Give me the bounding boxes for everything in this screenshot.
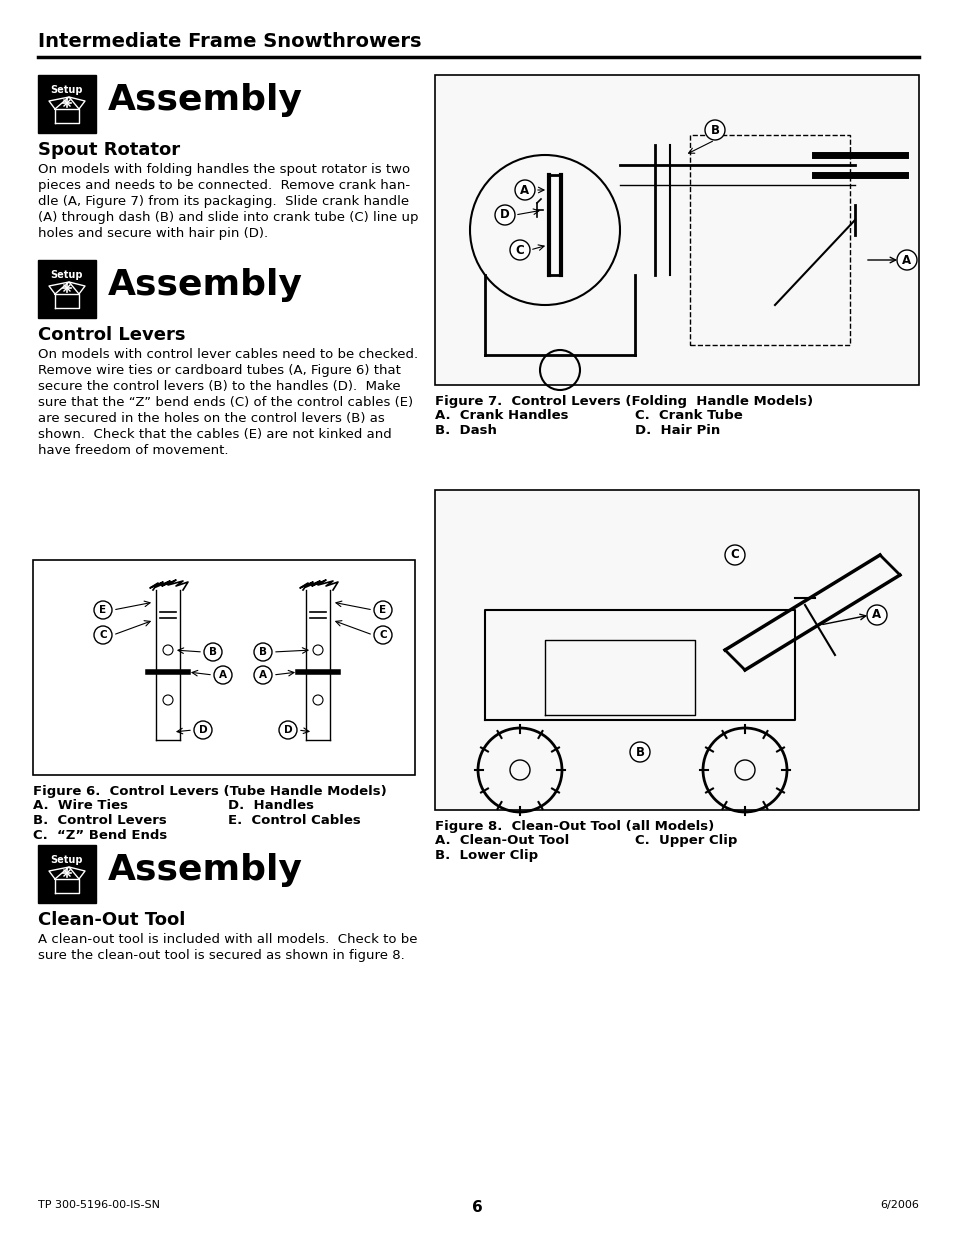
Text: Setup: Setup (51, 85, 83, 95)
Circle shape (94, 601, 112, 619)
Text: Figure 8.  Clean-Out Tool (all Models): Figure 8. Clean-Out Tool (all Models) (435, 820, 714, 832)
Text: A.  Crank Handles: A. Crank Handles (435, 409, 568, 422)
Circle shape (374, 601, 392, 619)
Text: 6/2006: 6/2006 (880, 1200, 918, 1210)
Text: Assembly: Assembly (108, 83, 302, 117)
Text: On models with control lever cables need to be checked.: On models with control lever cables need… (38, 348, 417, 361)
Text: C.  Upper Clip: C. Upper Clip (635, 834, 737, 847)
Circle shape (866, 605, 886, 625)
Text: have freedom of movement.: have freedom of movement. (38, 445, 229, 457)
Text: Intermediate Frame Snowthrowers: Intermediate Frame Snowthrowers (38, 32, 421, 51)
Text: Assembly: Assembly (108, 853, 302, 887)
Text: sure that the “Z” bend ends (C) of the control cables (E): sure that the “Z” bend ends (C) of the c… (38, 396, 413, 409)
Text: A.  Wire Ties: A. Wire Ties (33, 799, 128, 811)
Text: are secured in the holes on the control levers (B) as: are secured in the holes on the control … (38, 412, 384, 425)
Text: Control Levers: Control Levers (38, 326, 185, 345)
Text: Assembly: Assembly (108, 268, 302, 303)
Bar (435, 490, 918, 810)
Text: holes and secure with hair pin (D).: holes and secure with hair pin (D). (38, 227, 268, 240)
Text: E.  Control Cables: E. Control Cables (228, 814, 360, 827)
Text: C: C (99, 630, 107, 640)
Text: Clean-Out Tool: Clean-Out Tool (38, 911, 185, 929)
Bar (38, 75, 96, 133)
Text: secure the control levers (B) to the handles (D).  Make: secure the control levers (B) to the han… (38, 380, 400, 393)
Circle shape (213, 666, 232, 684)
Text: E: E (99, 605, 107, 615)
Text: A: A (520, 184, 529, 196)
Text: Figure 7.  Control Levers (Folding  Handle Models): Figure 7. Control Levers (Folding Handle… (435, 395, 812, 408)
Text: Remove wire ties or cardboard tubes (A, Figure 6) that: Remove wire ties or cardboard tubes (A, … (38, 364, 400, 377)
Bar (435, 75, 918, 385)
Text: sure the clean-out tool is secured as shown in figure 8.: sure the clean-out tool is secured as sh… (38, 948, 404, 962)
Text: A.  Clean-Out Tool: A. Clean-Out Tool (435, 834, 569, 847)
Text: Figure 6.  Control Levers (Tube Handle Models): Figure 6. Control Levers (Tube Handle Mo… (33, 785, 386, 798)
Bar (38, 261, 96, 317)
Text: D.  Hair Pin: D. Hair Pin (635, 424, 720, 437)
Text: Spout Rotator: Spout Rotator (38, 141, 180, 159)
Bar (38, 845, 96, 903)
Text: D.  Handles: D. Handles (228, 799, 314, 811)
Text: (A) through dash (B) and slide into crank tube (C) line up: (A) through dash (B) and slide into cran… (38, 211, 418, 224)
Text: C.  “Z” Bend Ends: C. “Z” Bend Ends (33, 829, 167, 842)
Text: E: E (379, 605, 386, 615)
Text: D: D (283, 725, 292, 735)
Circle shape (510, 240, 530, 261)
Text: On models with folding handles the spout rotator is two: On models with folding handles the spout… (38, 163, 410, 177)
Text: B: B (258, 647, 267, 657)
Circle shape (253, 666, 272, 684)
Text: B: B (635, 746, 644, 758)
Text: B.  Lower Clip: B. Lower Clip (435, 848, 537, 862)
Text: shown.  Check that the cables (E) are not kinked and: shown. Check that the cables (E) are not… (38, 429, 392, 441)
Text: D: D (499, 209, 509, 221)
Text: Setup: Setup (51, 270, 83, 280)
Text: A: A (872, 609, 881, 621)
Text: A: A (258, 671, 267, 680)
Text: Setup: Setup (51, 855, 83, 864)
Circle shape (278, 721, 296, 739)
Circle shape (629, 742, 649, 762)
Text: C: C (378, 630, 386, 640)
Text: B: B (710, 124, 719, 137)
Text: A: A (219, 671, 227, 680)
Circle shape (495, 205, 515, 225)
Circle shape (724, 545, 744, 564)
Text: B.  Dash: B. Dash (435, 424, 497, 437)
Circle shape (253, 643, 272, 661)
Text: C.  Crank Tube: C. Crank Tube (635, 409, 742, 422)
Text: B.  Control Levers: B. Control Levers (33, 814, 167, 827)
Circle shape (374, 626, 392, 643)
Bar (689, 135, 849, 345)
Text: A: A (902, 253, 911, 267)
Text: A clean-out tool is included with all models.  Check to be: A clean-out tool is included with all mo… (38, 932, 417, 946)
Text: B: B (209, 647, 216, 657)
Text: TP 300-5196-00-IS-SN: TP 300-5196-00-IS-SN (38, 1200, 160, 1210)
Circle shape (94, 626, 112, 643)
Bar (33, 559, 415, 776)
Circle shape (515, 180, 535, 200)
Circle shape (704, 120, 724, 140)
Text: C: C (515, 243, 524, 257)
Text: D: D (198, 725, 207, 735)
Circle shape (896, 249, 916, 270)
Circle shape (204, 643, 222, 661)
Text: pieces and needs to be connected.  Remove crank han-: pieces and needs to be connected. Remove… (38, 179, 410, 191)
Text: dle (A, Figure 7) from its packaging.  Slide crank handle: dle (A, Figure 7) from its packaging. Sl… (38, 195, 409, 207)
Text: 6: 6 (471, 1200, 482, 1215)
Circle shape (193, 721, 212, 739)
Text: C: C (730, 548, 739, 562)
